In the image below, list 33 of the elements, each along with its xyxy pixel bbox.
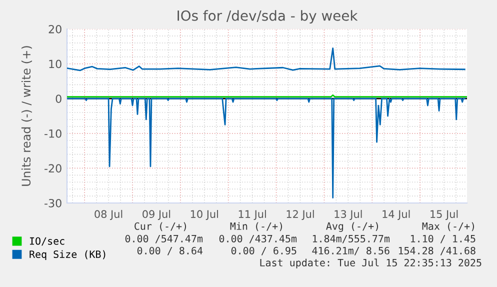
- y-tick-label: 0: [56, 94, 62, 103]
- line-series: [67, 98, 466, 198]
- line-series: [67, 47, 466, 72]
- x-tick-label: 11 Jul: [238, 210, 266, 220]
- text: 1.84m/555.77m: [312, 234, 390, 244]
- y-axis-title: Units read (-) / write (+): [21, 46, 32, 186]
- y-tick-label: 10: [49, 60, 62, 68]
- text: Max (-/+): [422, 222, 474, 232]
- x-tick-label: 09 Jul: [142, 210, 170, 220]
- x-tick-label: 08 Jul: [94, 210, 122, 220]
- y-tick-label: -30: [44, 198, 62, 208]
- text: 416.21m/ 8.56: [312, 246, 390, 256]
- y-tick-label: -20: [44, 164, 62, 173]
- text: 0.00 / 8.64: [137, 246, 203, 256]
- chart-title: IOs for /dev/sda - by week: [178, 10, 358, 24]
- legend-label: IO/sec: [30, 237, 64, 246]
- text: Cur (-/+): [134, 222, 186, 232]
- x-tick-label: 13 Jul: [334, 210, 362, 220]
- x-tick-label: 10 Jul: [190, 210, 218, 220]
- text: 0.00 /437.45m: [219, 234, 297, 244]
- text: 0.00 / 6.95: [231, 246, 296, 256]
- legend-label: Req Size (KB): [30, 250, 106, 260]
- y-tick-label: -10: [44, 129, 62, 138]
- y-tick-label: 20: [48, 24, 62, 34]
- text: Avg (-/+): [326, 222, 378, 232]
- x-tick-label: 14 Jul: [382, 210, 410, 220]
- text: 154.28 /41.68: [398, 246, 476, 256]
- x-tick-label: 15 Jul: [430, 210, 458, 220]
- text: Min (-/+): [230, 222, 282, 232]
- text: Last update: Tue Jul 15 22:35:13 2025: [260, 258, 482, 268]
- text: 1.10 / 1.45: [410, 234, 476, 244]
- x-tick-label: 12 Jul: [286, 210, 314, 220]
- text: 0.00 /547.47m: [125, 234, 203, 244]
